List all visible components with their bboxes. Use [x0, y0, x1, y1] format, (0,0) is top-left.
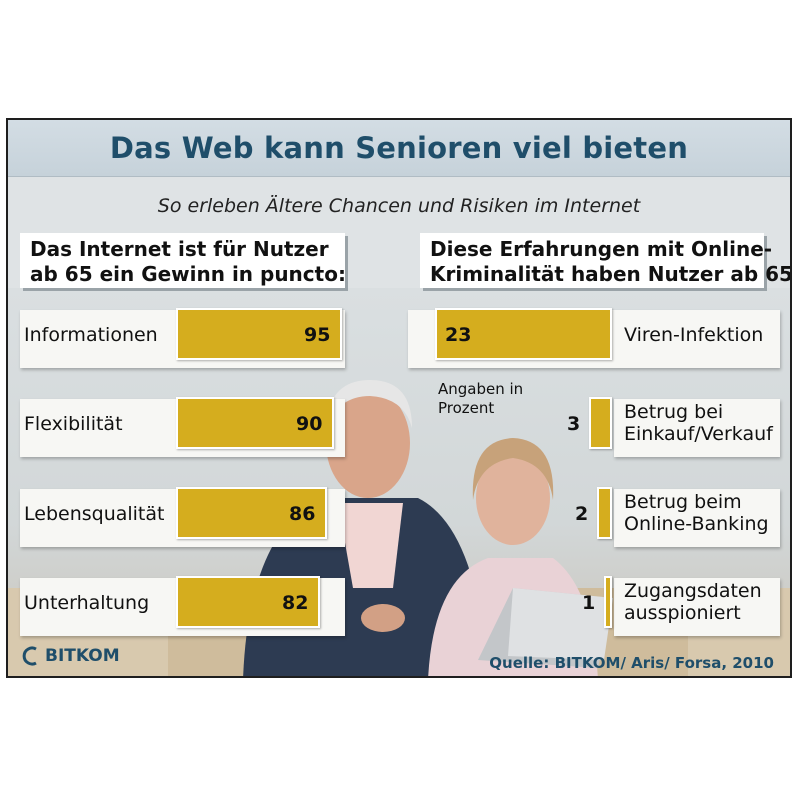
- right-heading-line-2: Kriminalität haben Nutzer ab 65:: [430, 262, 792, 286]
- right-category-label: Betrug bei Einkauf/Verkauf: [624, 401, 773, 445]
- right-category-label-line: Einkauf/Verkauf: [624, 423, 773, 445]
- left-value-label: 86: [289, 503, 316, 525]
- left-category-label: Informationen: [24, 324, 158, 346]
- right-bar: [597, 487, 612, 539]
- title-bar: Das Web kann Senioren viel bieten: [8, 120, 790, 177]
- left-value-label: 95: [304, 324, 331, 346]
- right-category-label-line: Betrug beim: [624, 491, 742, 513]
- right-category-label-line: Zugangsdaten: [624, 580, 762, 602]
- left-heading-line-2: ab 65 ein Gewinn in puncto:: [30, 262, 346, 286]
- bitkom-logo: BITKOM: [22, 646, 120, 666]
- left-value-label: 90: [296, 413, 323, 435]
- left-value-label: 82: [282, 592, 309, 614]
- right-category-label-line: Betrug bei: [624, 401, 724, 423]
- left-category-label: Flexibilität: [24, 413, 123, 435]
- left-category-label: Unterhaltung: [24, 592, 150, 614]
- chart-title: Das Web kann Senioren viel bieten: [109, 131, 689, 165]
- left-heading-line-1: Das Internet ist für Nutzer: [30, 237, 329, 261]
- right-value-label: 23: [445, 324, 472, 346]
- right-value-label: 1: [582, 592, 596, 614]
- right-row-band: [614, 399, 780, 457]
- left-bar: [176, 487, 327, 539]
- unit-note-line-2: Prozent: [438, 399, 495, 417]
- right-value-label: 3: [567, 413, 581, 435]
- chart-subtitle: So erleben Ältere Chancen und Risiken im…: [157, 195, 641, 217]
- source-note: Quelle: BITKOM/ Aris/ Forsa, 2010: [489, 654, 774, 672]
- right-row-band: [614, 489, 780, 547]
- left-bar: [176, 308, 342, 360]
- infographic-frame: Das Web kann Senioren viel bieten So erl…: [6, 118, 792, 678]
- unit-note-line-1: Angaben in: [438, 380, 524, 398]
- right-value-label: 2: [575, 503, 589, 525]
- left-bar: [176, 576, 320, 628]
- right-category-label: Betrug beim Online-Banking: [624, 491, 769, 535]
- right-category-label: Zugangsdaten ausspioniert: [624, 580, 762, 624]
- left-bar: [176, 397, 334, 449]
- right-category-label: Viren-Infektion: [624, 324, 763, 346]
- bitkom-logo-icon: [22, 646, 37, 666]
- right-category-label-line: ausspioniert: [624, 602, 741, 624]
- unit-note: Angaben in Prozent: [438, 380, 523, 418]
- right-panel-heading: Diese Erfahrungen mit Online- Kriminalit…: [420, 233, 792, 288]
- right-category-label-line: Online-Banking: [624, 513, 769, 535]
- logo-text: BITKOM: [45, 646, 120, 666]
- left-panel-heading: Das Internet ist für Nutzer ab 65 ein Ge…: [20, 233, 346, 288]
- right-heading-line-1: Diese Erfahrungen mit Online-: [430, 237, 773, 261]
- right-bar: [589, 397, 612, 449]
- right-category-label-line: Viren-Infektion: [624, 324, 764, 346]
- right-bar: [435, 308, 612, 360]
- right-row-band: [614, 578, 780, 636]
- left-category-label: Lebensqualität: [24, 503, 165, 525]
- right-bar: [604, 576, 612, 628]
